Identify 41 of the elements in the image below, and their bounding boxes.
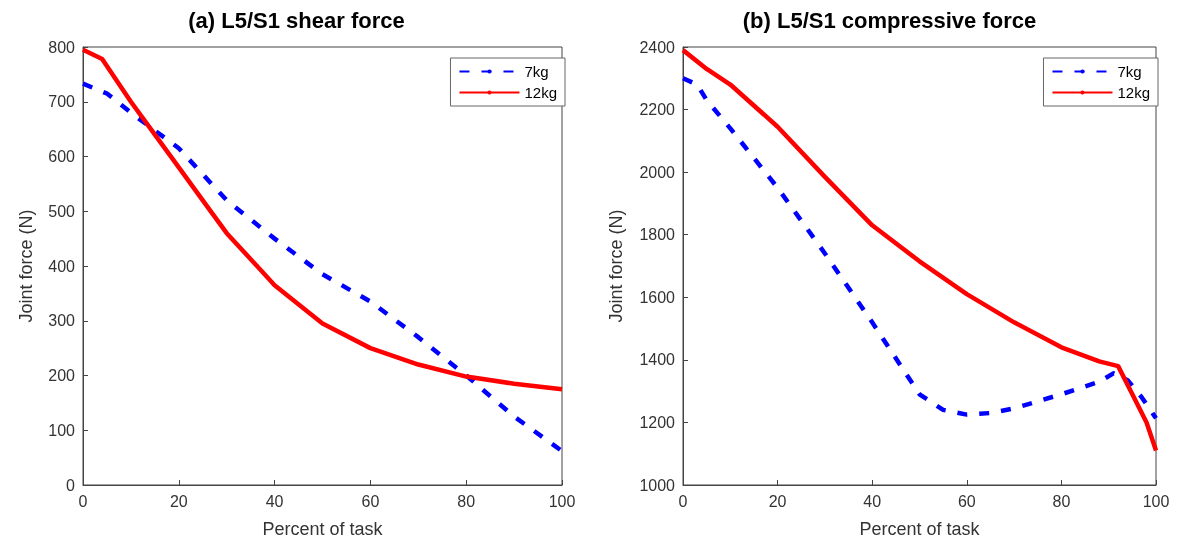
y-tick-label: 1000 — [639, 476, 676, 494]
x-tick-label: 20 — [169, 492, 188, 510]
x-axis-title: Percent of task — [262, 519, 384, 539]
x-tick-label: 0 — [678, 492, 688, 510]
y-tick-label: 2000 — [639, 163, 676, 181]
y-tick-label: 800 — [48, 38, 76, 56]
y-tick-label: 2200 — [639, 101, 676, 119]
y-tick-label: 1200 — [639, 413, 676, 431]
x-tick-label: 40 — [265, 492, 284, 510]
x-tick-label: 60 — [361, 492, 380, 510]
y-tick-label: 700 — [48, 93, 76, 111]
y-tick-label: 200 — [48, 367, 76, 384]
x-tick-label: 100 — [548, 492, 576, 510]
y-tick-label: 600 — [48, 148, 76, 165]
x-tick-label: 60 — [957, 492, 976, 510]
y-tick-label: 400 — [48, 257, 76, 275]
line-series — [680, 47, 1159, 453]
x-axis-title: Percent of task — [859, 519, 981, 539]
legend-label: 7kg — [524, 63, 549, 80]
x-tick-label: 80 — [457, 492, 476, 510]
y-tick-label: 500 — [48, 202, 76, 220]
y-tick-label: 100 — [48, 421, 76, 439]
y-tick-label: 300 — [48, 312, 76, 330]
x-tick-label: 40 — [863, 492, 882, 510]
chart-title: (a) L5/S1 shear force — [188, 7, 405, 33]
line-series — [80, 47, 565, 392]
x-tick-label: 20 — [768, 492, 787, 510]
y-tick-label: 1400 — [639, 351, 676, 369]
legend-label: 12kg — [524, 84, 557, 101]
x-tick-label: 80 — [1052, 492, 1071, 510]
y-tick-label: 1800 — [639, 226, 676, 244]
y-axis-title: Joint force (N) — [16, 209, 36, 323]
chart-title: (b) L5/S1 compressive force — [742, 7, 1037, 33]
y-axis-title: Joint force (N) — [606, 209, 626, 323]
legend-label: 12kg — [1117, 84, 1150, 101]
y-tick-label: 0 — [66, 476, 76, 494]
x-tick-label: 0 — [78, 492, 88, 510]
legend-label: 7kg — [1117, 63, 1142, 80]
x-tick-label: 100 — [1142, 492, 1170, 510]
y-tick-label: 2400 — [639, 38, 676, 56]
y-tick-label: 1600 — [639, 288, 676, 306]
